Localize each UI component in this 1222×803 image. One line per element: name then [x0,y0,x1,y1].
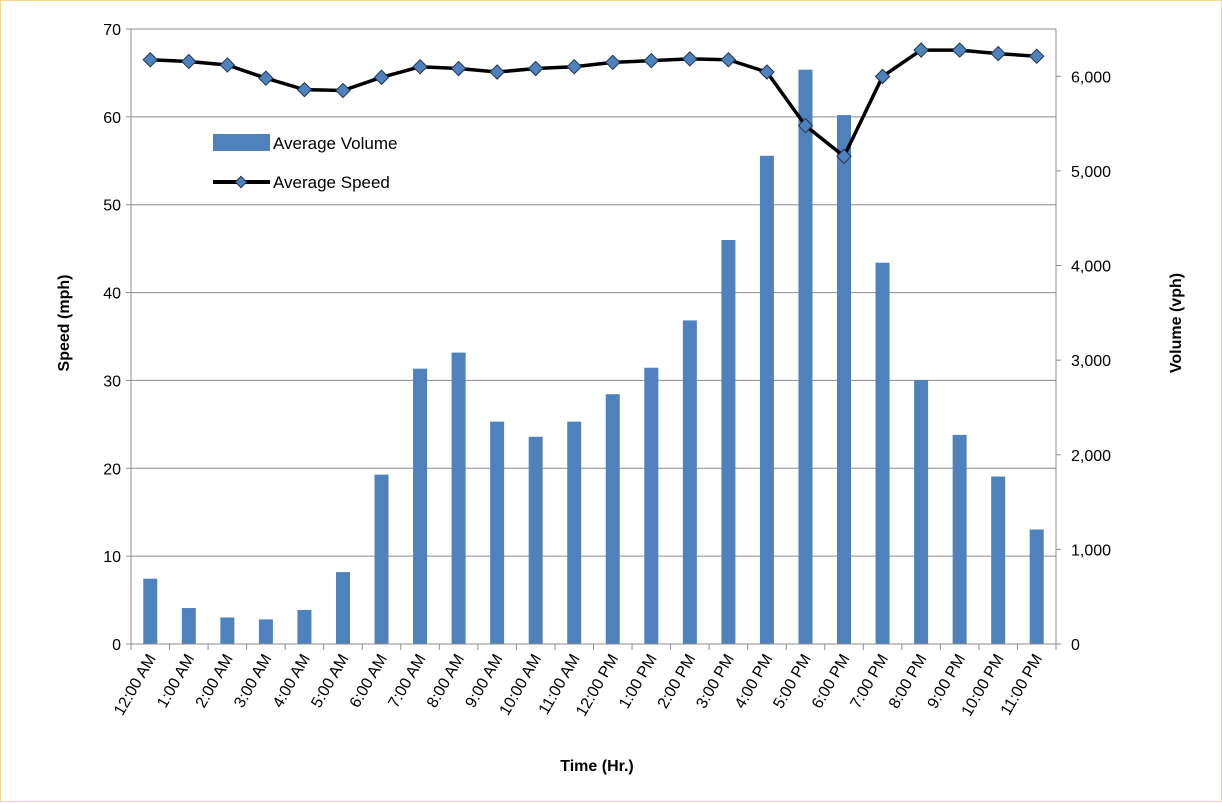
x-tick-label: 6:00 AM [347,652,391,711]
x-tick-label: 1:00 AM [154,652,198,711]
speed-point [720,51,737,68]
speed-point [990,45,1006,62]
right-tick-label: 5,000 [1071,164,1111,181]
left-tick-label: 30 [103,373,121,390]
left-tick-label: 70 [103,22,121,39]
x-tick-label: 12:00 AM [111,652,160,719]
volume-bar [297,609,312,644]
speed-line-path [150,48,1037,159]
volume-bar [837,115,852,645]
speed-point [412,59,428,75]
right-tick-label: 4,000 [1071,259,1111,276]
speed-point [951,42,968,58]
speed-point [836,148,852,165]
x-axis-title: Time (Hr.) [560,758,634,775]
legend: Average Volume Average Speed [213,134,397,192]
left-tick-label: 10 [103,549,121,566]
right-tick-label: 6,000 [1071,69,1111,86]
volume-bar [1029,529,1044,644]
speed-point [335,82,351,99]
x-tick-label: 4:00 AM [270,652,314,711]
right-axis-title: Volume (vph) [1168,273,1185,373]
left-tick-label: 20 [103,461,121,478]
x-tick-label: 2:00 AM [193,652,237,711]
volume-bar [335,572,350,644]
right-tick-label: 3,000 [1071,353,1111,370]
speed-point [682,51,698,67]
speed-point [373,69,390,86]
speed-point [874,68,891,85]
volume-bar [682,320,697,644]
volume-bar [143,578,158,644]
volume-bar [759,155,774,645]
legend-label-average-speed: Average Speed [273,173,390,192]
volume-bar [605,394,620,644]
volume-bar [721,239,736,644]
volume-bar [875,262,890,644]
volume-bar [490,421,505,644]
volume-bar [528,436,543,644]
speed-point [797,117,814,134]
x-tick-label: 8:00 AM [424,652,468,711]
right-tick-label: 1,000 [1071,542,1111,559]
volume-bar [451,352,466,644]
volume-bar [374,474,389,644]
speed-point [566,59,583,75]
volume-bar [413,368,428,644]
volume-bar [798,69,813,644]
speed-point [604,54,621,71]
right-tick-label: 2,000 [1071,448,1111,465]
volume-bar [181,608,196,644]
speed-point [142,51,159,68]
volume-bar [991,476,1006,644]
speed-point [913,42,929,58]
volume-bar [644,367,659,644]
legend-label-average-volume: Average Volume [273,134,397,153]
speed-point [258,70,274,86]
right-tick-label: 0 [1071,637,1080,654]
axes [126,28,1061,650]
volume-bar [952,434,967,644]
x-tick-label: 3:00 AM [231,652,275,711]
legend-swatch-average-volume [213,134,270,151]
speed-point [1028,48,1045,65]
volume-bars [143,69,1044,645]
speed-point [296,81,313,98]
x-tick-label: 7:00 AM [385,652,429,711]
speed-line [142,42,1045,165]
speed-point [643,52,660,69]
speed-point [181,53,197,70]
speed-point [219,57,236,73]
x-tick-label: 9:00 AM [463,652,507,711]
speed-point [489,64,505,80]
x-tick-label: 5:00 AM [308,652,352,711]
left-tick-label: 0 [112,637,121,654]
left-tick-label: 40 [103,286,121,303]
left-axis-title: Speed (mph) [56,275,73,372]
speed-point [450,60,467,77]
volume-bar [567,421,582,644]
speed-point [527,60,544,77]
left-tick-label: 60 [103,110,121,127]
gridlines [131,28,1056,557]
volume-bar [220,617,235,644]
legend-marker-average-speed [234,175,248,189]
volume-bar [914,380,929,644]
speed-point [759,64,775,80]
left-tick-label: 50 [103,198,121,215]
volume-bar [258,619,273,644]
